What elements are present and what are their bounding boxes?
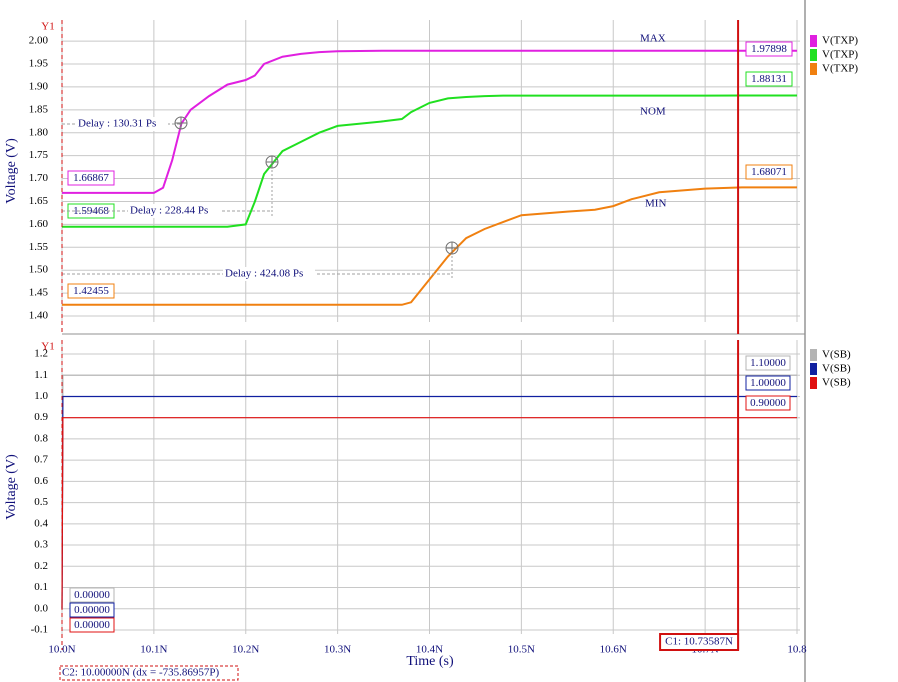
legend-label: V(SB) bbox=[822, 349, 851, 361]
x-tick-label: 10.4N bbox=[416, 644, 443, 656]
delay-annotation: Delay : 228.44 Ps bbox=[130, 205, 208, 217]
series-line bbox=[62, 186, 797, 306]
legend-label: V(TXP) bbox=[822, 35, 858, 47]
legend-swatch bbox=[810, 49, 817, 61]
start-readout: 1.42455 bbox=[73, 285, 109, 297]
axis-tag: Y1 bbox=[41, 341, 54, 353]
y-tick-label: 1.70 bbox=[29, 172, 49, 184]
y-tick-label: 0.2 bbox=[34, 560, 48, 572]
y-axis-label: Voltage (V) bbox=[4, 454, 19, 520]
y-tick-label: 1.1 bbox=[34, 369, 48, 381]
start-readout: 0.00000 bbox=[74, 604, 110, 616]
y-tick-label: 1.80 bbox=[29, 126, 49, 138]
legend-swatch bbox=[810, 35, 817, 47]
end-readout: 1.00000 bbox=[750, 377, 786, 389]
start-readout-box bbox=[67, 283, 115, 299]
cursor-label: C1: 10.73587N bbox=[665, 636, 733, 648]
end-readout-box bbox=[745, 41, 793, 57]
y-tick-label: 1.95 bbox=[29, 58, 49, 70]
end-readout-box bbox=[745, 355, 791, 371]
y-tick-label: 1.2 bbox=[34, 348, 48, 360]
y-tick-label: 1.90 bbox=[29, 80, 49, 92]
x-tick-label: 10.5N bbox=[508, 644, 535, 656]
start-readout-box bbox=[69, 602, 115, 618]
legend-label: V(SB) bbox=[822, 363, 851, 375]
y-tick-label: 0.1 bbox=[34, 581, 48, 593]
series-line bbox=[62, 49, 797, 194]
x-tick-label: 10.3N bbox=[324, 644, 351, 656]
x-tick-label: 10.8 bbox=[787, 644, 807, 656]
y-tick-label: 1.65 bbox=[29, 195, 49, 207]
series-line bbox=[62, 94, 797, 228]
x-axis-label: Time (s) bbox=[406, 654, 454, 669]
annotation-bg bbox=[223, 267, 315, 281]
y-axis-label: Voltage (V) bbox=[4, 138, 19, 204]
start-readout-box bbox=[69, 617, 115, 633]
axis-tag: Y1 bbox=[41, 21, 54, 33]
end-readout: 1.68071 bbox=[751, 166, 787, 178]
legend-swatch bbox=[810, 363, 817, 375]
cursor-box bbox=[659, 633, 740, 651]
start-readout: 0.00000 bbox=[74, 589, 110, 601]
y-tick-label: 1.60 bbox=[29, 218, 49, 230]
x-tick-label: 10.2N bbox=[232, 644, 259, 656]
annotation-bg bbox=[76, 117, 168, 131]
delay-annotation: Delay : 424.08 Ps bbox=[225, 268, 303, 280]
start-readout: 0.00000 bbox=[74, 619, 110, 631]
y-tick-label: 0.6 bbox=[34, 475, 48, 487]
start-readout: 1.59468 bbox=[73, 205, 109, 217]
y-tick-label: -0.1 bbox=[31, 623, 48, 635]
end-readout-box bbox=[745, 164, 793, 180]
series-tag: MAX bbox=[640, 33, 666, 45]
y-tick-label: 1.45 bbox=[29, 287, 49, 299]
y-tick-label: 0.7 bbox=[34, 454, 48, 466]
legend-swatch bbox=[810, 349, 817, 361]
series-tag: MIN bbox=[645, 198, 666, 210]
legend-label: V(SB) bbox=[822, 377, 851, 389]
y-tick-label: 0.0 bbox=[34, 602, 48, 614]
measure-cross bbox=[446, 242, 458, 254]
measure-cross bbox=[175, 117, 187, 129]
end-readout-box bbox=[745, 71, 793, 87]
legend-label: V(TXP) bbox=[822, 63, 858, 75]
y-tick-label: 1.0 bbox=[34, 390, 48, 402]
y-tick-label: 0.9 bbox=[34, 411, 48, 423]
measure-cross bbox=[266, 156, 278, 168]
end-readout: 1.10000 bbox=[750, 357, 786, 369]
legend-swatch bbox=[810, 63, 817, 75]
series-tag: NOM bbox=[640, 106, 666, 118]
y-tick-label: 1.40 bbox=[29, 310, 49, 322]
legend-label: V(TXP) bbox=[822, 49, 858, 61]
y-tick-label: 1.85 bbox=[29, 103, 49, 115]
end-readout: 1.97898 bbox=[751, 43, 787, 55]
end-readout: 0.90000 bbox=[750, 397, 786, 409]
y-tick-label: 1.55 bbox=[29, 241, 49, 253]
end-readout-box bbox=[745, 395, 791, 411]
y-tick-label: 1.50 bbox=[29, 264, 49, 276]
legend-swatch bbox=[810, 377, 817, 389]
y-tick-label: 0.8 bbox=[34, 432, 48, 444]
start-readout: 1.66867 bbox=[73, 172, 109, 184]
cursor-box bbox=[59, 665, 239, 681]
y-tick-label: 1.75 bbox=[29, 149, 49, 161]
end-readout-box bbox=[745, 375, 791, 391]
delay-annotation: Delay : 130.31 Ps bbox=[78, 118, 156, 130]
annotation-bg bbox=[128, 204, 220, 218]
end-readout: 1.88131 bbox=[751, 73, 787, 85]
y-tick-label: 0.4 bbox=[34, 517, 48, 529]
x-tick-label: 10.1N bbox=[140, 644, 167, 656]
start-readout-box bbox=[67, 170, 115, 186]
y-tick-label: 0.3 bbox=[34, 539, 48, 551]
start-readout-box bbox=[69, 587, 115, 603]
y-tick-label: 2.00 bbox=[29, 35, 49, 47]
y-tick-label: 0.5 bbox=[34, 496, 48, 508]
cursor-label: C2: 10.00000N (dx = -735.86957P) bbox=[62, 667, 219, 679]
x-tick-label: 10.6N bbox=[600, 644, 627, 656]
